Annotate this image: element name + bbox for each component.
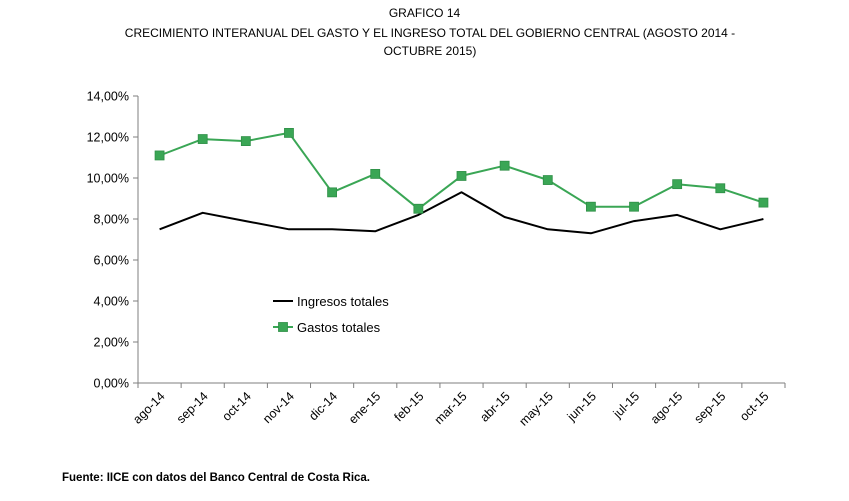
data-point xyxy=(370,168,381,179)
x-tick-label: ene-15 xyxy=(346,389,383,426)
x-tick-label: may-15 xyxy=(517,389,556,428)
x-tick-label: ago-14 xyxy=(130,389,167,426)
data-point xyxy=(542,175,553,185)
x-tick-label: sep-14 xyxy=(174,389,211,426)
data-point xyxy=(758,197,769,208)
y-tick-label: 4,00% xyxy=(94,295,129,309)
data-point xyxy=(629,201,639,212)
x-tick-label: nov-14 xyxy=(260,389,297,426)
x-tick-label: abr-15 xyxy=(477,389,512,424)
data-point xyxy=(197,134,208,144)
data-point xyxy=(586,201,596,212)
x-tick-label: feb-15 xyxy=(392,389,427,424)
chart-legend: Ingresos totales Gastos totales xyxy=(273,294,389,335)
y-tick-label: 6,00% xyxy=(94,254,129,268)
x-tick-label: jun-15 xyxy=(564,389,599,424)
data-point xyxy=(327,187,338,198)
data-point xyxy=(672,179,683,190)
y-tick-label: 2,00% xyxy=(94,336,129,350)
chart-subtitle: CRECIMIENTO INTERANUAL DEL GASTO Y EL IN… xyxy=(124,26,736,58)
y-tick-label: 10,00% xyxy=(87,172,129,186)
chart-series xyxy=(154,127,769,235)
line-chart: 0,00% 2,00% 4,00% 6,00% 8,00% 10,00% 12,00% 14,… xyxy=(87,90,786,429)
legend-label: Gastos totales xyxy=(297,320,381,335)
x-tick-label: oct-14 xyxy=(219,389,253,423)
x-tick-label: ago-15 xyxy=(648,389,685,426)
x-tick-label: jul-15 xyxy=(610,389,642,421)
y-tick-label: 8,00% xyxy=(94,213,129,227)
data-point xyxy=(456,171,467,181)
data-point xyxy=(240,136,251,147)
data-point xyxy=(715,183,726,194)
data-point xyxy=(413,203,424,214)
y-tick-label: 14,00% xyxy=(87,90,129,104)
chart-axes: 0,00% 2,00% 4,00% 6,00% 8,00% 10,00% 12,00% 14,… xyxy=(87,90,786,429)
data-point xyxy=(284,127,294,138)
legend-swatch-marker xyxy=(278,322,288,332)
series-line-1 xyxy=(159,191,764,235)
data-point xyxy=(499,160,510,171)
x-tick-label: dic-14 xyxy=(306,389,340,423)
legend-label: Ingresos totales xyxy=(297,294,389,309)
data-point xyxy=(154,150,165,161)
chart-title: GRAFICO 14 xyxy=(388,6,461,20)
y-tick-label: 12,00% xyxy=(87,131,129,145)
x-tick-label: mar-15 xyxy=(432,389,470,427)
source-note: Fuente: IICE con datos del Banco Central… xyxy=(62,472,371,484)
x-tick-label: sep-15 xyxy=(691,389,728,426)
y-tick-label: 0,00% xyxy=(94,377,129,391)
x-tick-label: oct-15 xyxy=(737,389,771,423)
